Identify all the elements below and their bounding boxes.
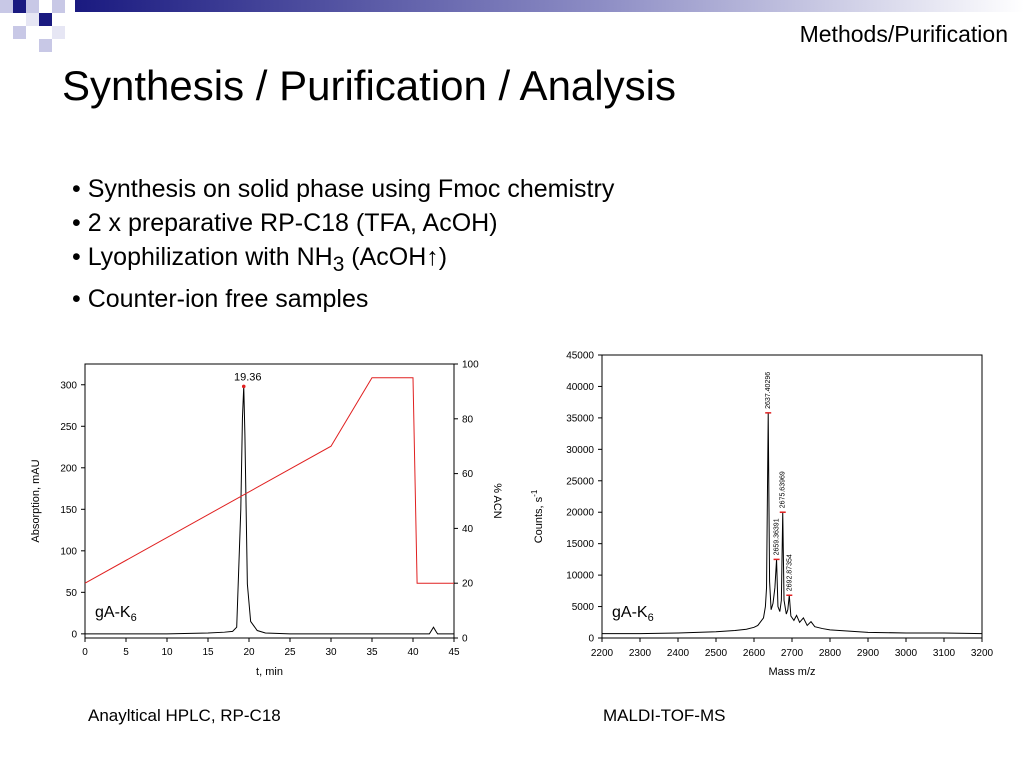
hplc-y-tick-label: 150: [60, 505, 77, 516]
maldi-x-tick-label: 3100: [933, 648, 956, 659]
maldi-chart: 2200 2300 2400 2500 2600 2700 2800 2900 3000 3100…: [530, 351, 994, 679]
maldi-x-tick-label: 2400: [667, 648, 690, 659]
maldi-y-tick-label: 20000: [566, 508, 594, 519]
maldi-y-tick-label: 40000: [566, 382, 594, 393]
banner-square: [39, 13, 52, 26]
maldi-y-tick-label: 30000: [566, 445, 594, 456]
hplc-y2-tick-label: 80: [462, 414, 474, 425]
hplc-x-tick-label: 20: [243, 647, 255, 658]
maldi-x-tick-label: 3000: [895, 648, 918, 659]
hplc-y2-tick-label: 100: [462, 360, 479, 371]
banner-square: [52, 26, 65, 39]
hplc-y2-tick-label: 60: [462, 469, 474, 480]
bullet-text: • Counter-ion free samples: [72, 285, 369, 313]
maldi-y-tick-label: 35000: [566, 413, 594, 424]
slide-title: Synthesis / Purification / Analysis: [62, 62, 676, 109]
maldi-peak-label: 2637.40296: [765, 372, 772, 409]
maldi-x-tick-label: 2300: [629, 648, 652, 659]
hplc-chart: 0 5 10 15 20 25 30 35 40 450501001502002503000204…: [30, 360, 503, 679]
maldi-y-tick-label: 0: [588, 634, 594, 645]
hplc-y-tick-label: 100: [60, 546, 77, 557]
hplc-caption: Anayltical HPLC, RP-C18: [88, 706, 281, 725]
section-label: Methods/Purification: [799, 21, 1008, 47]
bullet-text: • Lyophilization with NH: [72, 243, 333, 271]
bullet-text: • 2 x preparative RP-C18 (TFA, AcOH): [72, 209, 498, 237]
hplc-frame: [84, 363, 455, 639]
bullet-item: • 2 x preparative RP-C18 (TFA, AcOH): [72, 206, 614, 240]
maldi-y-tick-label: 10000: [566, 571, 594, 582]
maldi-y-tick-label: 25000: [566, 476, 594, 487]
hplc-y-axis-label: Absorption, mAU: [30, 459, 42, 542]
bullet-text-suffix: (AcOH↑): [344, 243, 448, 271]
maldi-x-tick-label: 2700: [781, 648, 804, 659]
bullet-list: • Synthesis on solid phase using Fmoc ch…: [72, 172, 614, 316]
maldi-sample-subscript: 6: [648, 612, 654, 624]
maldi-y-tick-label: 45000: [566, 351, 594, 362]
hplc-y-tick-label: 200: [60, 463, 77, 474]
maldi-peak-label: 2659.36391: [774, 518, 781, 555]
hplc-peak-marker: [241, 384, 246, 389]
maldi-x-tick-label: 2800: [819, 648, 842, 659]
hplc-y2-tick-label: 20: [462, 579, 474, 590]
hplc-x-tick-label: 15: [202, 647, 214, 658]
maldi-caption: MALDI-TOF-MS: [603, 706, 726, 725]
hplc-x-tick-label: 30: [325, 647, 337, 658]
maldi-x-tick-label: 2600: [743, 648, 766, 659]
hplc-sample-subscript: 6: [131, 612, 137, 624]
bullet-subscript: 3: [332, 253, 345, 276]
bullet-item: • Lyophilization with NH3 (AcOH↑): [72, 240, 614, 282]
hplc-y2-tick-label: 0: [462, 634, 468, 645]
maldi-y-axis-label-text: Counts, s: [533, 496, 545, 543]
banner-square: [0, 0, 13, 13]
hplc-gradient-line: [84, 377, 454, 584]
maldi-sample-text: gA-K: [612, 604, 648, 621]
maldi-y-axis-label-sup: -1: [530, 489, 539, 497]
header-banner: [0, 0, 1024, 52]
hplc-x-tick-label: 40: [407, 647, 419, 658]
hplc-axes: 0 5 10 15 20 25 30 35 40 450501001502002503000204…: [60, 360, 479, 659]
maldi-plot: 2637.40296 2659.36391 2675.63969 2692.87354: [602, 372, 983, 635]
hplc-y-tick-label: 0: [71, 629, 77, 640]
hplc-x-tick-label: 0: [82, 647, 88, 658]
hplc-absorption-trace: [85, 386, 454, 635]
hplc-y2-tick-label: 40: [462, 524, 474, 535]
hplc-y-tick-label: 300: [60, 380, 77, 391]
maldi-peak-label: 2675.63969: [780, 471, 787, 508]
maldi-y-tick-label: 5000: [572, 602, 595, 613]
hplc-peak-label: 19.36: [234, 371, 262, 383]
hplc-x-tick-label: 45: [448, 647, 460, 658]
bullet-item: • Synthesis on solid phase using Fmoc ch…: [72, 172, 614, 206]
maldi-sample-label: gA-K6: [612, 604, 654, 624]
hplc-x-tick-label: 10: [161, 647, 173, 658]
bullet-text: • Synthesis on solid phase using Fmoc ch…: [72, 175, 615, 203]
hplc-plot: [84, 377, 454, 635]
hplc-y-tick-label: 250: [60, 422, 77, 433]
maldi-spectrum-trace: [602, 412, 983, 635]
bullet-item: • Counter-ion free samples: [72, 282, 614, 316]
hplc-x-tick-label: 35: [366, 647, 378, 658]
maldi-peak-label: 2692.87354: [786, 554, 793, 591]
hplc-y2-axis-label: % ACN: [491, 483, 503, 519]
banner-square: [39, 39, 52, 52]
banner-square: [26, 0, 39, 13]
banner-square: [13, 0, 26, 13]
banner-square: [26, 13, 39, 26]
maldi-x-tick-label: 3200: [971, 648, 994, 659]
maldi-x-tick-label: 2200: [591, 648, 614, 659]
maldi-x-tick-label: 2500: [705, 648, 728, 659]
hplc-sample-text: gA-K: [95, 604, 131, 621]
maldi-x-axis-label: Mass m/z: [768, 666, 815, 678]
maldi-y-axis-label: Counts, s-1: [530, 489, 545, 543]
maldi-y-tick-label: 15000: [566, 539, 594, 550]
maldi-axes: 2200 2300 2400 2500 2600 2700 2800 2900 3000 3100…: [566, 351, 993, 660]
hplc-x-tick-label: 25: [284, 647, 296, 658]
banner-square: [52, 0, 65, 13]
banner-square: [13, 26, 26, 39]
hplc-y-tick-label: 50: [66, 588, 78, 599]
hplc-x-tick-label: 5: [123, 647, 129, 658]
banner-stripe: [75, 0, 1024, 12]
maldi-x-tick-label: 2900: [857, 648, 880, 659]
hplc-x-axis-label: t, min: [256, 666, 283, 678]
hplc-sample-label: gA-K6: [95, 604, 137, 624]
